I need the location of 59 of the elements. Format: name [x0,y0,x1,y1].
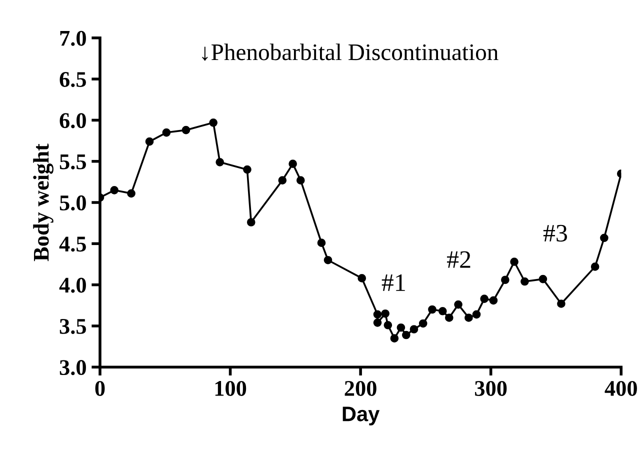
point [243,165,252,174]
y-tick-label: 5.0 [60,195,86,211]
point [472,310,481,319]
point [182,126,190,134]
point [373,310,382,319]
point [489,296,498,305]
point [454,300,462,309]
point [384,320,392,330]
point [600,234,608,242]
annotation: #1 [382,274,405,291]
point [538,274,548,284]
point [402,330,410,340]
point [288,160,297,168]
y-tick-label: 6.0 [60,113,86,128]
x-tick-label: 100 [215,380,246,396]
point [324,256,332,264]
y-axis-title: Body weight [33,144,54,262]
point [278,176,287,184]
point [296,176,305,184]
y-tick-label: 3.5 [60,318,86,334]
point [209,118,218,127]
y-tick-label: 6.5 [60,72,86,88]
point [557,300,566,308]
point [438,306,447,316]
y-tick-label: 7.0 [60,30,86,46]
point [464,314,473,322]
point [410,325,418,334]
point [510,258,518,266]
point [127,189,136,198]
point [373,318,382,327]
point [444,314,454,322]
point [418,319,428,328]
y-tick-label: 4.0 [59,278,86,293]
point [501,276,510,284]
x-tick-label: 200 [344,380,376,396]
point [162,128,171,137]
x-axis-title: Day [342,406,380,426]
x-tick-label: 300 [475,380,507,396]
annotation: #2 [447,251,470,268]
y-tick-label: 5.5 [60,154,86,170]
annotation: ↓Phenobarbital Discontinuation [202,44,498,61]
x-tick-label: 0 [95,380,105,396]
point [216,158,224,166]
point [246,218,256,226]
annotation: #3 [543,224,567,242]
point [428,305,436,314]
y-tick-label: 4.5 [59,236,86,252]
point [381,309,390,318]
x-tick-label: 400 [604,380,637,396]
point [396,323,406,332]
point [145,137,154,146]
point [390,334,399,342]
y-tick-label: 3.0 [60,360,86,376]
point [358,274,366,282]
point [480,294,488,303]
point [317,238,326,247]
point [520,277,529,286]
point [590,262,600,271]
point [110,186,118,194]
